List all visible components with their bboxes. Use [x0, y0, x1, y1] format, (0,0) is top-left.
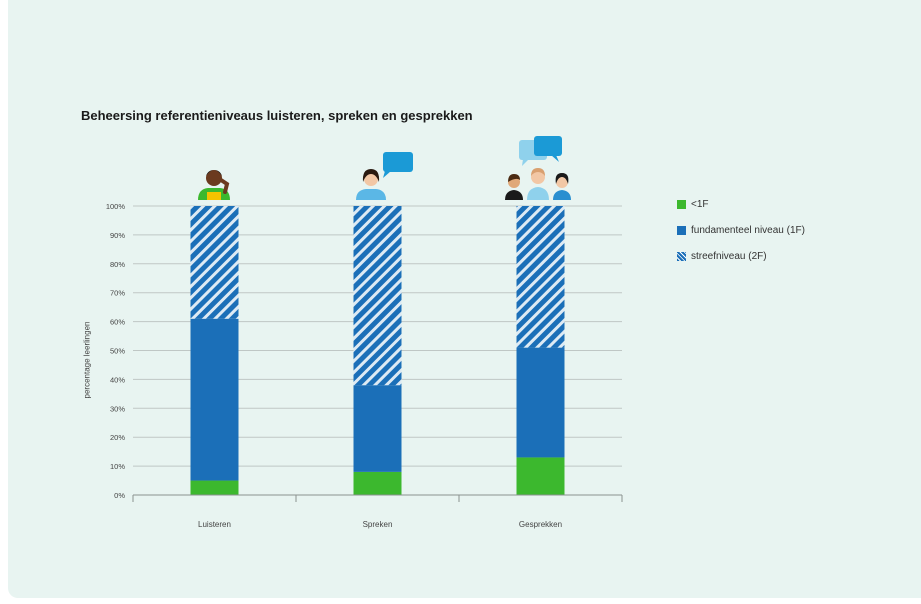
x-tick-label: Gesprekken	[519, 520, 562, 529]
group-conversation-icon	[505, 136, 571, 200]
y-tick-label: 10%	[110, 462, 125, 471]
y-tick-label: 60%	[110, 318, 125, 327]
y-tick-label: 40%	[110, 375, 125, 384]
legend-label: fundamenteel niveau (1F)	[691, 225, 805, 236]
chart-title: Beheersing referentieniveaus luisteren, …	[81, 108, 473, 123]
y-tick-label: 50%	[110, 347, 125, 356]
bar-segment-2f-gesprekken	[516, 206, 565, 348]
legend-item-2f: streefniveau (2F)	[677, 250, 805, 263]
bar-segment-below-1f-gesprekken	[516, 457, 565, 495]
legend-swatch	[677, 200, 686, 209]
y-tick-label: 90%	[110, 231, 125, 240]
person-speaking-icon	[356, 152, 413, 200]
bar-segment-2f-spreken	[353, 206, 402, 386]
legend-swatch-hatched	[677, 252, 686, 261]
bar-segment-2f-luisteren	[190, 206, 239, 319]
y-tick-label: 30%	[110, 404, 125, 413]
y-tick-label: 70%	[110, 289, 125, 298]
bar-segment-below-1f-luisteren	[190, 480, 239, 495]
legend: <1F fundamenteel niveau (1F) streefnivea…	[677, 198, 805, 276]
person-listening-icon	[198, 170, 230, 200]
y-tick-label: 0%	[114, 491, 125, 500]
bar-segment-1f-luisteren	[190, 318, 239, 481]
legend-swatch	[677, 226, 686, 235]
chart-panel	[8, 0, 921, 598]
y-tick-label: 80%	[110, 260, 125, 269]
bar-segment-1f-gesprekken	[516, 347, 565, 458]
bar-segment-below-1f-spreken	[353, 471, 402, 495]
legend-item-below-1f: <1F	[677, 198, 805, 211]
bar-segment-1f-spreken	[353, 385, 402, 472]
x-tick-label: Spreken	[363, 520, 393, 529]
legend-item-1f: fundamenteel niveau (1F)	[677, 224, 805, 237]
legend-label: streefniveau (2F)	[691, 251, 767, 262]
y-tick-label: 100%	[106, 202, 126, 211]
legend-label: <1F	[691, 199, 709, 210]
y-tick-label: 20%	[110, 433, 125, 442]
x-tick-label: Luisteren	[198, 520, 231, 529]
